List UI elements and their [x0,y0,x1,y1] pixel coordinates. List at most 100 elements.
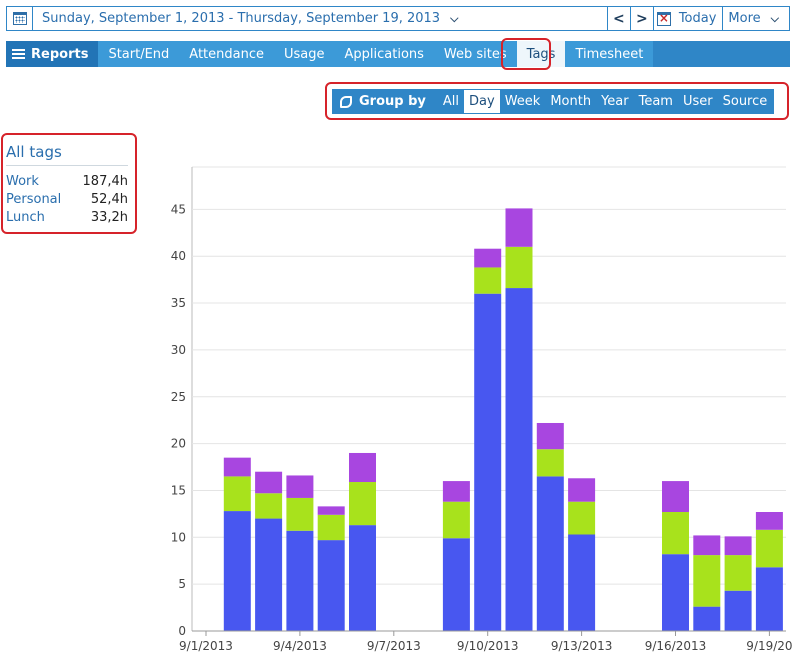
tag-total: 33,2h [90,209,128,225]
bar-segment-work [505,288,533,631]
bar-segment-work [223,511,251,631]
bar-segment-lunch [223,457,251,477]
tab-tags[interactable]: Tags [516,41,566,67]
bar-segment-lunch [662,481,689,513]
y-tick-label: 5 [178,577,186,591]
bar-segment-lunch [349,452,376,483]
bar-segment-personal [724,555,752,591]
y-tick-label: 15 [171,483,186,497]
next-period-button[interactable]: > [629,7,653,30]
tag-row-personal: Personal 52,4h [6,190,128,208]
more-label: More [728,11,761,26]
bar-segment-personal [693,555,721,607]
bar-segment-lunch [505,208,533,247]
tab-label: Attendance [189,46,264,62]
tag-total: 52,4h [90,191,128,207]
tab-label: Tags [526,46,556,62]
tag-name[interactable]: Personal [6,191,62,207]
reports-menu[interactable]: Reports [6,41,99,67]
calendar-today-icon [656,11,671,26]
group-by-year[interactable]: Year [596,90,634,113]
tag-name[interactable]: Work [6,173,39,189]
group-by-option-label: Year [601,94,629,109]
date-range-bar: Sunday, September 1, 2013 - Thursday, Se… [6,6,790,31]
bar-segment-personal [442,501,470,539]
group-by-label: Group by [359,94,426,109]
calendar-button[interactable] [7,7,33,30]
group-by-label-wrap: Group by [334,90,438,113]
bar-segment-work [442,538,470,631]
bar-segment-personal [286,497,314,531]
y-tick-label: 45 [171,202,186,216]
tab-label: Web sites [443,46,507,62]
tab-applications[interactable]: Applications [334,41,434,67]
y-tick-label: 0 [178,624,186,638]
date-range-label: Sunday, September 1, 2013 - Thursday, Se… [42,11,441,26]
group-by-option-label: Source [722,94,768,109]
tab-start-end[interactable]: Start/End [98,41,180,67]
y-tick-label: 25 [171,390,186,404]
bar-segment-lunch [536,422,564,450]
x-tick-label: 9/19/20 [746,639,792,653]
date-range-selector[interactable]: Sunday, September 1, 2013 - Thursday, Se… [33,7,607,30]
tag-row-lunch: Lunch 33,2h [6,208,128,226]
previous-period-button[interactable]: < [606,7,630,30]
tab-label: Timesheet [575,46,644,62]
tag-list: Work 187,4h Personal 52,4h Lunch 33,2h [6,166,128,226]
bar-segment-lunch [755,512,783,530]
tab-attendance[interactable]: Attendance [179,41,274,67]
x-tick-label: 9/10/2013 [457,639,519,653]
bar-segment-personal [662,512,689,555]
bar-segment-work [474,293,502,631]
group-by-bar: Group by All Day Week Month Year Team Us… [332,89,775,114]
y-tick-label: 40 [171,249,186,263]
tab-usage[interactable]: Usage [273,41,335,67]
bar-segment-work [536,476,564,631]
group-by-month[interactable]: Month [545,90,596,113]
tabs-filler [653,41,790,67]
bar-segment-work [755,567,783,631]
group-by-user[interactable]: User [678,90,718,113]
bar-segment-personal [474,267,502,294]
bar-segment-personal [349,482,376,526]
bar-segment-personal [223,476,251,512]
today-button[interactable]: Today [652,7,723,30]
group-by-source[interactable]: Source [718,90,773,113]
y-tick-label: 35 [171,296,186,310]
bar-segment-work [317,540,345,631]
y-tick-label: 30 [171,343,186,357]
bar-segment-personal [568,501,596,535]
bar-segment-lunch [317,506,345,515]
tag-total: 187,4h [82,173,128,189]
bar-segment-lunch [474,248,502,268]
group-by-option-label: Day [469,94,495,109]
bar-segment-lunch [724,536,752,556]
chevron-down-icon: ⌵ [770,11,779,25]
bar-segment-work [255,518,283,631]
link-icon [340,95,352,108]
group-by-team[interactable]: Team [634,90,678,113]
group-by-day[interactable]: Day [464,90,500,113]
bar-segment-personal [536,449,564,477]
chevron-right-icon: > [635,10,648,27]
group-by-all[interactable]: All [438,90,464,113]
bar-segment-work [693,606,721,631]
x-tick-label: 9/13/2013 [551,639,613,653]
group-by-option-label: Team [638,94,673,109]
chevron-down-icon: ⌵ [450,11,459,25]
reports-icon [12,49,25,59]
tab-timesheet[interactable]: Timesheet [565,41,654,67]
tab-label: Usage [283,46,325,62]
bar-segment-personal [755,529,783,568]
bar-segment-lunch [286,475,314,498]
bar-segment-work [568,534,596,631]
bar-segment-work [286,530,314,631]
bar-segment-lunch [442,481,470,502]
all-tags-title[interactable]: All tags [6,143,128,166]
x-tick-label: 9/7/2013 [367,639,421,653]
group-by-week[interactable]: Week [500,90,546,113]
tag-name[interactable]: Lunch [6,209,45,225]
x-tick-label: 9/1/2013 [179,639,233,653]
more-button[interactable]: More ⌵ [722,7,789,30]
